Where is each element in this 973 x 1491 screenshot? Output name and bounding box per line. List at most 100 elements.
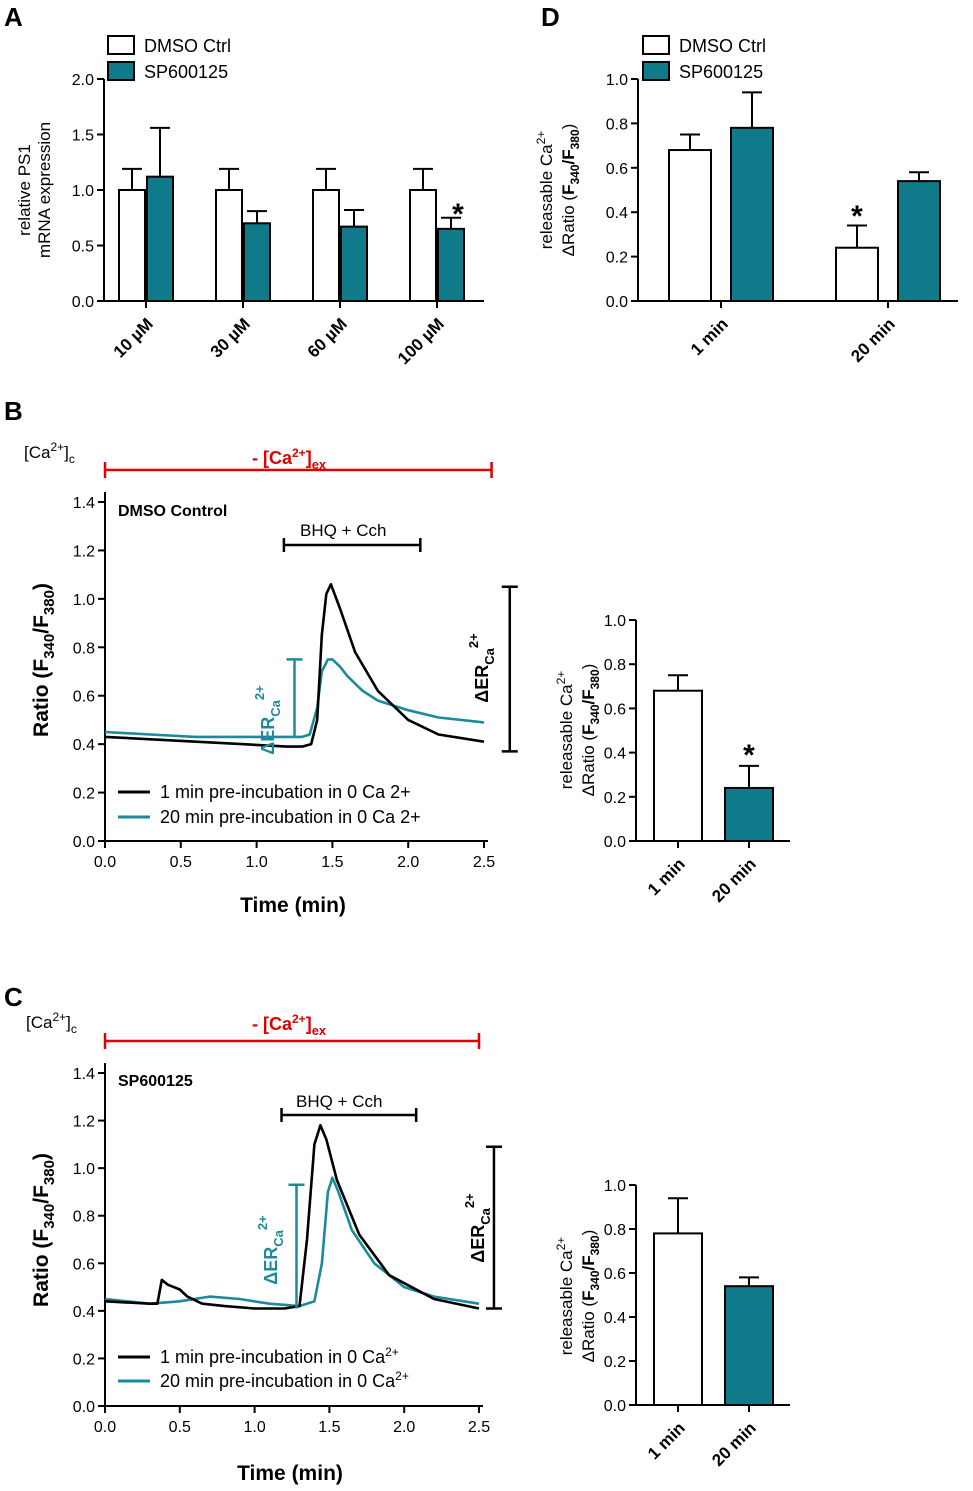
y-tick-label: 0.6 bbox=[73, 1256, 95, 1273]
category-tick-label: 20 min bbox=[847, 314, 899, 366]
legend-swatch-dmso bbox=[642, 35, 670, 55]
panel-c-bar-chart: 0.0 0.2 0.4 0.6 0.8 1.0 1 min 20 min bbox=[604, 1178, 790, 1470]
bar bbox=[835, 246, 879, 302]
panel-b: B [Ca2+]c - [Ca2+]ex DMSO Control BHQ + … bbox=[4, 396, 790, 917]
cytosolic-ca-indicator: [Ca2+]c bbox=[26, 1010, 77, 1036]
trace-1min bbox=[104, 1124, 480, 1310]
legend-label-1min: 1 min pre-incubation in 0 Ca2+ bbox=[160, 1345, 399, 1367]
panel-c-xlabel: Time (min) bbox=[237, 1462, 343, 1485]
bar bbox=[724, 786, 774, 843]
significance-star: * bbox=[452, 198, 464, 231]
y-tick-label: 0.0 bbox=[604, 834, 626, 851]
category-tick-label: 20 min bbox=[708, 1418, 760, 1470]
ylabel-line2: ΔRatio (F340/F380) bbox=[579, 664, 602, 797]
y-tick-label: 0.5 bbox=[72, 239, 94, 256]
panel-b-ylabel: Ratio (F340/F380) bbox=[30, 583, 58, 737]
significance-star: * bbox=[743, 739, 755, 772]
x-tick-label: 0.5 bbox=[170, 854, 192, 871]
y-tick-label: 0.2 bbox=[604, 1354, 626, 1371]
y-tick-label: 1.0 bbox=[604, 1178, 626, 1195]
panel-b-ylabel-text: Ratio (F340/F380) bbox=[30, 583, 58, 737]
legend-label-dmso: DMSO Ctrl bbox=[144, 36, 231, 56]
trace-1min bbox=[104, 582, 485, 748]
y-tick-label: 1.0 bbox=[72, 183, 94, 200]
x-tick-label: 2.5 bbox=[473, 854, 495, 871]
y-tick-label: 1.4 bbox=[73, 495, 95, 512]
legend-label-20min: 20 min pre-incubation in 0 Ca 2+ bbox=[160, 807, 421, 827]
extracellular-ca-label: - [Ca2+]ex bbox=[252, 1012, 327, 1038]
panel-c-ylabel: Ratio (F340/F380) bbox=[30, 1153, 58, 1307]
bar bbox=[215, 189, 243, 302]
y-tick-label: 0.4 bbox=[606, 205, 628, 222]
legend-label-1min: 1 min pre-incubation in 0 Ca 2+ bbox=[160, 782, 411, 802]
x-tick-label: 0.0 bbox=[94, 854, 116, 871]
category-tick-label: 60 µM bbox=[304, 314, 351, 361]
bar bbox=[312, 189, 340, 302]
panel-c-label: C bbox=[4, 982, 23, 1012]
ylabel-line2: ΔRatio (F340/F380) bbox=[579, 1230, 602, 1363]
y-tick-label: 1.0 bbox=[73, 1161, 95, 1178]
x-tick-label: 1.5 bbox=[321, 854, 343, 871]
extracellular-ca-label: - [Ca2+]ex bbox=[252, 446, 327, 472]
bar bbox=[730, 126, 774, 302]
category-tick-label: 1 min bbox=[644, 854, 689, 899]
category-tick-label: 1 min bbox=[687, 314, 732, 359]
y-tick-label: 0.2 bbox=[73, 1351, 95, 1368]
y-tick-label: 0.6 bbox=[606, 161, 628, 178]
panel-d-ylabel-line1: releasable Ca2+ bbox=[534, 131, 556, 250]
y-tick-label: 0.8 bbox=[604, 1222, 626, 1239]
category-tick-label: 100 µM bbox=[394, 314, 448, 368]
ylabel-line1: releasable Ca2+ bbox=[554, 671, 576, 790]
bar bbox=[668, 149, 712, 302]
delta-er-text: ΔERCa2+ bbox=[255, 1215, 286, 1285]
y-tick-label: 1.2 bbox=[73, 1114, 95, 1131]
y-tick-label: 0.8 bbox=[606, 116, 628, 133]
x-tick-label: 1.0 bbox=[245, 854, 267, 871]
bar bbox=[653, 1232, 703, 1407]
y-tick-label: 0.0 bbox=[73, 834, 95, 851]
y-tick-label: 1.0 bbox=[604, 613, 626, 630]
x-tick-label: 1.0 bbox=[243, 1419, 265, 1436]
panel-b-bar-chart: 0.0 0.2 0.4 0.6 0.8 1.0 1 min 20 min * bbox=[604, 613, 790, 906]
superscript: 2+ bbox=[534, 131, 548, 145]
y-tick-label: 1.2 bbox=[73, 543, 95, 560]
legend-swatch-dmso bbox=[107, 35, 135, 55]
panel-a-chart: 0.0 0.5 1.0 1.5 2.0 10 µM 30 µM 60 µM 100 µM * bbox=[72, 72, 484, 368]
y-tick-label: 0.6 bbox=[604, 1266, 626, 1283]
y-tick-label: 0.0 bbox=[72, 294, 94, 311]
x-tick-label: 0.0 bbox=[94, 1419, 116, 1436]
bar bbox=[724, 1285, 774, 1406]
panel-a-label: A bbox=[4, 2, 23, 32]
panel-c-ylabel-text: Ratio (F340/F380) bbox=[30, 1153, 58, 1307]
legend-label-dmso: DMSO Ctrl bbox=[679, 36, 766, 56]
legend-swatch-sp bbox=[107, 61, 135, 81]
panel-a-ylabel-line1: relative PS1 bbox=[15, 144, 34, 236]
trace-20min bbox=[104, 1176, 480, 1308]
y-tick-label: 1.4 bbox=[73, 1066, 95, 1083]
panel-d-ylabel: releasable Ca2+ ΔRatio (F340/F380) bbox=[534, 124, 582, 257]
y-tick-label: 0.4 bbox=[73, 1304, 95, 1321]
x-tick-label: 2.0 bbox=[393, 1419, 415, 1436]
panel-b-bar-ylabel: releasable Ca2+ ΔRatio (F340/F380) bbox=[554, 664, 602, 797]
x-tick-label: 0.5 bbox=[169, 1419, 191, 1436]
y-tick-label: 0.6 bbox=[604, 701, 626, 718]
panel-a-ylabel-line2: mRNA expression bbox=[35, 122, 54, 258]
delta-er-label-1min: ΔERCa2+ bbox=[462, 1193, 493, 1263]
category-tick-label: 10 µM bbox=[110, 314, 157, 361]
treatment-label: BHQ + Cch bbox=[296, 1092, 382, 1111]
y-tick-label: 0.4 bbox=[604, 746, 626, 763]
bar bbox=[118, 189, 146, 302]
legend-label-sp: SP600125 bbox=[679, 62, 763, 82]
panel-d-ylabel-text: releasable Ca bbox=[537, 144, 556, 249]
panel-d-ylabel-line2: ΔRatio (F340/F380) bbox=[559, 124, 582, 257]
y-tick-label: 1.5 bbox=[72, 128, 94, 145]
bar bbox=[653, 689, 703, 842]
legend-label-20min: 20 min pre-incubation in 0 Ca2+ bbox=[160, 1369, 409, 1391]
y-tick-label: 0.8 bbox=[73, 640, 95, 657]
y-tick-label: 0.0 bbox=[73, 1399, 95, 1416]
y-tick-label: 0.0 bbox=[606, 294, 628, 311]
x-tick-label: 2.5 bbox=[468, 1419, 490, 1436]
panel-d-label: D bbox=[541, 2, 560, 32]
bar bbox=[243, 222, 271, 302]
